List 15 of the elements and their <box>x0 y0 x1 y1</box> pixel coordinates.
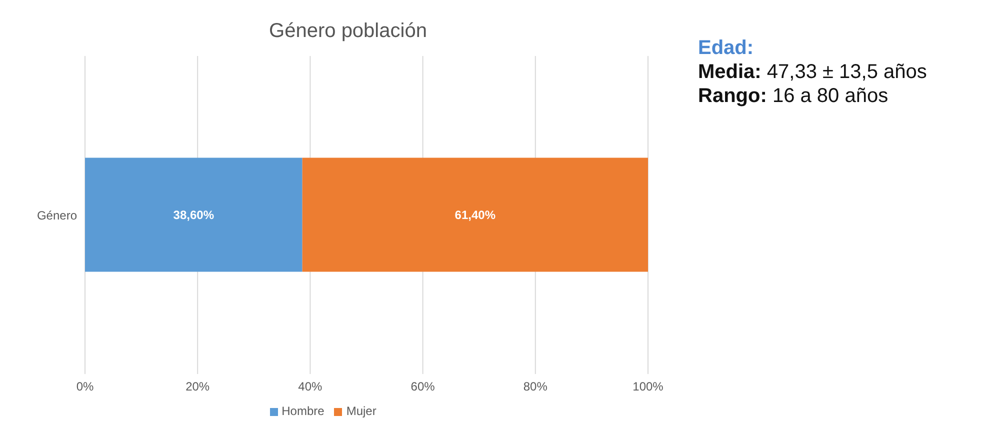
text: Media: 47,33 ± 13,5 años <box>698 60 927 84</box>
x-tick-label: 80% <box>523 380 548 394</box>
x-tick-label: 0% <box>76 380 94 394</box>
text: Edad: <box>698 37 754 59</box>
x-tick-label: 20% <box>186 380 210 394</box>
y-tick-label: Género <box>36 208 78 222</box>
legend-label: Mujer <box>346 404 376 418</box>
text: Rango: 16 a 80 años <box>698 84 890 108</box>
x-tick-label: 40% <box>298 380 323 394</box>
x-tick-label: 60% <box>410 380 436 394</box>
chart-title: Género población <box>268 20 428 43</box>
legend-label: Hombre <box>282 404 324 418</box>
data-label: 61,40% <box>454 208 496 222</box>
data-label: 38,60% <box>173 208 214 222</box>
x-tick-label: 100% <box>632 380 664 394</box>
